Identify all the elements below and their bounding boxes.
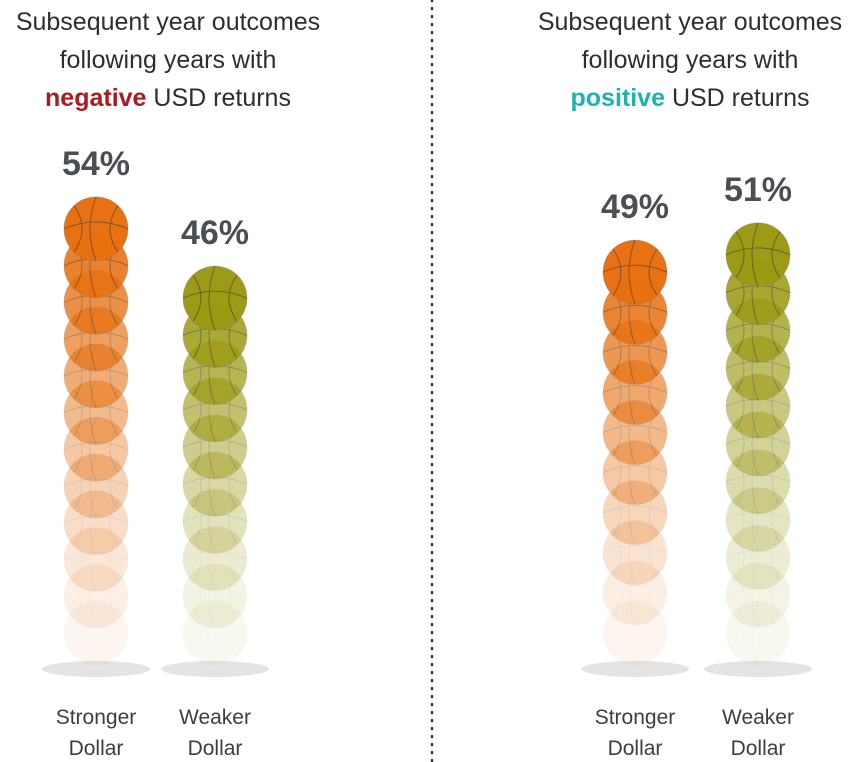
value-label: 46%: [181, 214, 249, 252]
ball-stack: [726, 223, 790, 665]
chart: Subsequent year outcomes following years …: [0, 0, 854, 762]
value-label: 54%: [62, 145, 130, 183]
ball: [726, 223, 790, 287]
ball: [64, 197, 128, 261]
title-line: following years with: [582, 46, 799, 74]
value-label: 49%: [601, 188, 669, 226]
title-highlight: positive: [571, 84, 666, 112]
ball-stack: [183, 266, 247, 665]
ball-stack: [64, 197, 128, 665]
category-label: WeakerDollar: [722, 706, 794, 760]
title-highlight: negative: [45, 84, 147, 112]
title-line: following years with: [60, 46, 277, 74]
title-end: USD returns: [153, 84, 291, 112]
value-label: 51%: [724, 171, 792, 209]
ball: [603, 240, 667, 304]
title-line: Subsequent year outcomes: [538, 8, 842, 36]
title-line: positive USD returns: [571, 84, 810, 112]
title-line: Subsequent year outcomes: [16, 8, 320, 36]
ball: [183, 266, 247, 330]
title-end: USD returns: [672, 84, 810, 112]
ball-stack: [603, 240, 667, 665]
title-line: negative USD returns: [45, 84, 291, 112]
